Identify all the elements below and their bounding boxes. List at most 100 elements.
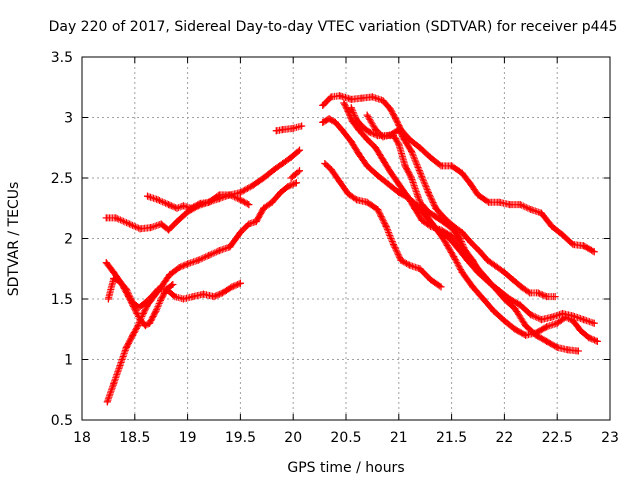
axes: 18 18.5 19 19.5 20 20.5 21 21.5 22 22.5 230.511.52… (51, 50, 619, 446)
data-point (355, 150, 363, 158)
data-point (287, 153, 295, 161)
data-point (296, 146, 304, 154)
data-point (179, 295, 187, 303)
data-point (424, 189, 432, 197)
data-point (327, 166, 335, 174)
data-point (139, 310, 147, 318)
data-point (590, 248, 598, 256)
y-tick-label: 2 (64, 232, 73, 248)
data-point (236, 189, 244, 197)
data-point (405, 261, 413, 269)
data-point (439, 235, 447, 242)
data-point (110, 274, 118, 282)
data-point (353, 196, 361, 204)
data-point (215, 247, 223, 255)
data-point (154, 196, 162, 204)
data-point (429, 220, 437, 228)
data-point (448, 232, 456, 240)
data-point (522, 331, 530, 339)
data-point (122, 343, 130, 351)
data-point (500, 317, 508, 325)
data-point (187, 204, 195, 212)
x-tick-label: 21.5 (436, 430, 467, 446)
data-point (368, 93, 376, 101)
data-point (298, 122, 306, 130)
data-point (338, 126, 346, 134)
data-point (205, 251, 213, 259)
data-point (363, 162, 371, 170)
data-point (226, 243, 234, 251)
data-point (210, 293, 218, 301)
data-point (432, 204, 440, 212)
data-point (537, 209, 545, 217)
data-point (327, 93, 335, 101)
data-point (580, 316, 588, 324)
data-point (416, 168, 424, 176)
data-point (418, 201, 426, 209)
series-2 (143, 146, 304, 212)
data-point (136, 225, 144, 233)
data-point (511, 325, 519, 333)
data-point (442, 220, 450, 228)
data-point (374, 205, 382, 213)
data-point (148, 293, 156, 301)
data-point (386, 105, 394, 113)
data-point (467, 238, 475, 246)
series-10 (321, 159, 445, 291)
data-point (147, 224, 155, 232)
data-point (196, 199, 204, 207)
data-point (249, 181, 257, 189)
data-point (527, 205, 535, 213)
data-point (319, 101, 327, 109)
data-point (115, 277, 123, 285)
data-point (134, 322, 142, 330)
data-point (122, 285, 130, 293)
data-point (553, 343, 561, 351)
data-point (467, 180, 475, 188)
data-point (102, 214, 110, 222)
data-point (407, 147, 415, 155)
data-point (112, 214, 120, 222)
data-point (500, 295, 508, 303)
data-point (411, 204, 419, 212)
data-point (162, 285, 170, 293)
series-trace (144, 146, 303, 212)
series-6 (287, 167, 304, 182)
data-point (171, 293, 179, 301)
data-point (135, 303, 143, 311)
data-point (395, 180, 403, 188)
data-point (593, 337, 601, 345)
data-point (585, 334, 593, 342)
data-point (400, 135, 408, 143)
x-tick-label: 20.5 (330, 430, 361, 446)
data-points (102, 92, 601, 406)
data-point (382, 222, 390, 230)
data-point (479, 295, 487, 303)
data-point (236, 228, 244, 236)
data-point (469, 283, 477, 291)
data-point (481, 273, 489, 281)
data-point (289, 124, 297, 132)
x-tick-label: 23 (601, 430, 619, 446)
data-point (347, 104, 355, 112)
y-tick-label: 1 (64, 353, 73, 369)
data-point (321, 159, 329, 167)
data-point (527, 311, 535, 319)
data-point (340, 99, 348, 107)
data-point (363, 135, 371, 143)
data-point (576, 326, 584, 334)
data-point (287, 174, 295, 182)
series-7 (272, 122, 306, 135)
data-point (173, 204, 181, 212)
data-point (548, 222, 556, 230)
data-point (548, 313, 556, 321)
data-point (475, 247, 483, 255)
data-point (165, 201, 173, 209)
data-point (522, 322, 530, 330)
data-point (461, 247, 469, 255)
data-point (194, 256, 202, 264)
data-point (485, 198, 493, 206)
data-point (517, 283, 525, 291)
data-point (347, 138, 355, 146)
